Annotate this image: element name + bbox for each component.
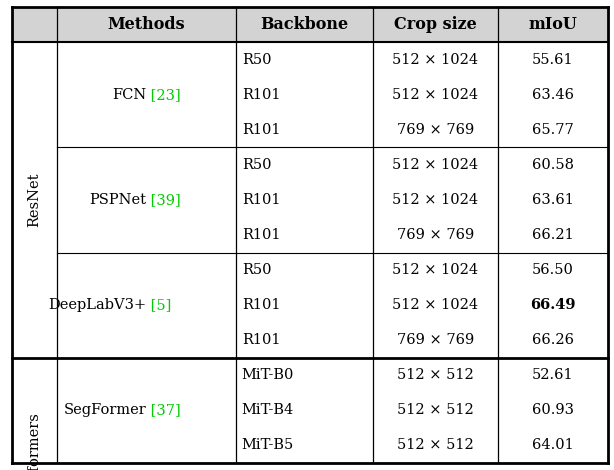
Text: 63.61: 63.61 [532, 193, 573, 207]
Text: R101: R101 [242, 123, 280, 137]
Text: 60.93: 60.93 [532, 403, 573, 417]
Text: R101: R101 [242, 298, 280, 312]
Text: Backbone: Backbone [260, 16, 348, 33]
Text: FCN: FCN [112, 88, 146, 102]
Text: 512 × 1024: 512 × 1024 [392, 88, 478, 102]
Text: 769 × 769: 769 × 769 [397, 123, 474, 137]
Text: 512 × 512: 512 × 512 [397, 368, 473, 382]
Text: 512 × 1024: 512 × 1024 [392, 298, 478, 312]
Text: PSPNet: PSPNet [89, 193, 146, 207]
Text: 66.26: 66.26 [532, 333, 573, 347]
Text: 512 × 1024: 512 × 1024 [392, 263, 478, 277]
Text: 512 × 1024: 512 × 1024 [392, 193, 478, 207]
Text: [37]: [37] [146, 403, 181, 417]
Text: Methods: Methods [107, 16, 185, 33]
Text: R101: R101 [242, 88, 280, 102]
Text: R101: R101 [242, 333, 280, 347]
Text: R50: R50 [242, 263, 271, 277]
Text: MiT-B4: MiT-B4 [242, 403, 294, 417]
Text: 769 × 769: 769 × 769 [397, 228, 474, 242]
Text: Crop size: Crop size [394, 16, 476, 33]
Text: [23]: [23] [146, 88, 181, 102]
Bar [12, 7, 608, 42]
Text: 63.46: 63.46 [532, 88, 573, 102]
Text: R101: R101 [242, 193, 280, 207]
Text: R101: R101 [242, 228, 280, 242]
Text: ResNet: ResNet [28, 172, 42, 227]
Text: 512 × 1024: 512 × 1024 [392, 53, 478, 67]
Text: MiT-B5: MiT-B5 [242, 439, 294, 453]
Text: 512 × 512: 512 × 512 [397, 403, 473, 417]
Text: 64.01: 64.01 [532, 439, 573, 453]
Text: R50: R50 [242, 53, 271, 67]
Text: SegFormer: SegFormer [63, 403, 146, 417]
Text: 512 × 512: 512 × 512 [397, 439, 473, 453]
Text: 52.61: 52.61 [532, 368, 573, 382]
Text: [39]: [39] [146, 193, 181, 207]
Text: 66.49: 66.49 [530, 298, 575, 312]
Text: [5]: [5] [146, 298, 172, 312]
Text: Transformers: Transformers [28, 413, 42, 470]
Text: 66.21: 66.21 [532, 228, 573, 242]
Text: 56.50: 56.50 [532, 263, 573, 277]
Text: mIoU: mIoU [528, 16, 577, 33]
Text: 65.77: 65.77 [532, 123, 573, 137]
Text: MiT-B0: MiT-B0 [242, 368, 294, 382]
Text: 512 × 1024: 512 × 1024 [392, 158, 478, 172]
Text: 55.61: 55.61 [532, 53, 573, 67]
Text: 769 × 769: 769 × 769 [397, 333, 474, 347]
Text: DeepLabV3+: DeepLabV3+ [48, 298, 146, 312]
Text: R50: R50 [242, 158, 271, 172]
Text: 60.58: 60.58 [532, 158, 573, 172]
